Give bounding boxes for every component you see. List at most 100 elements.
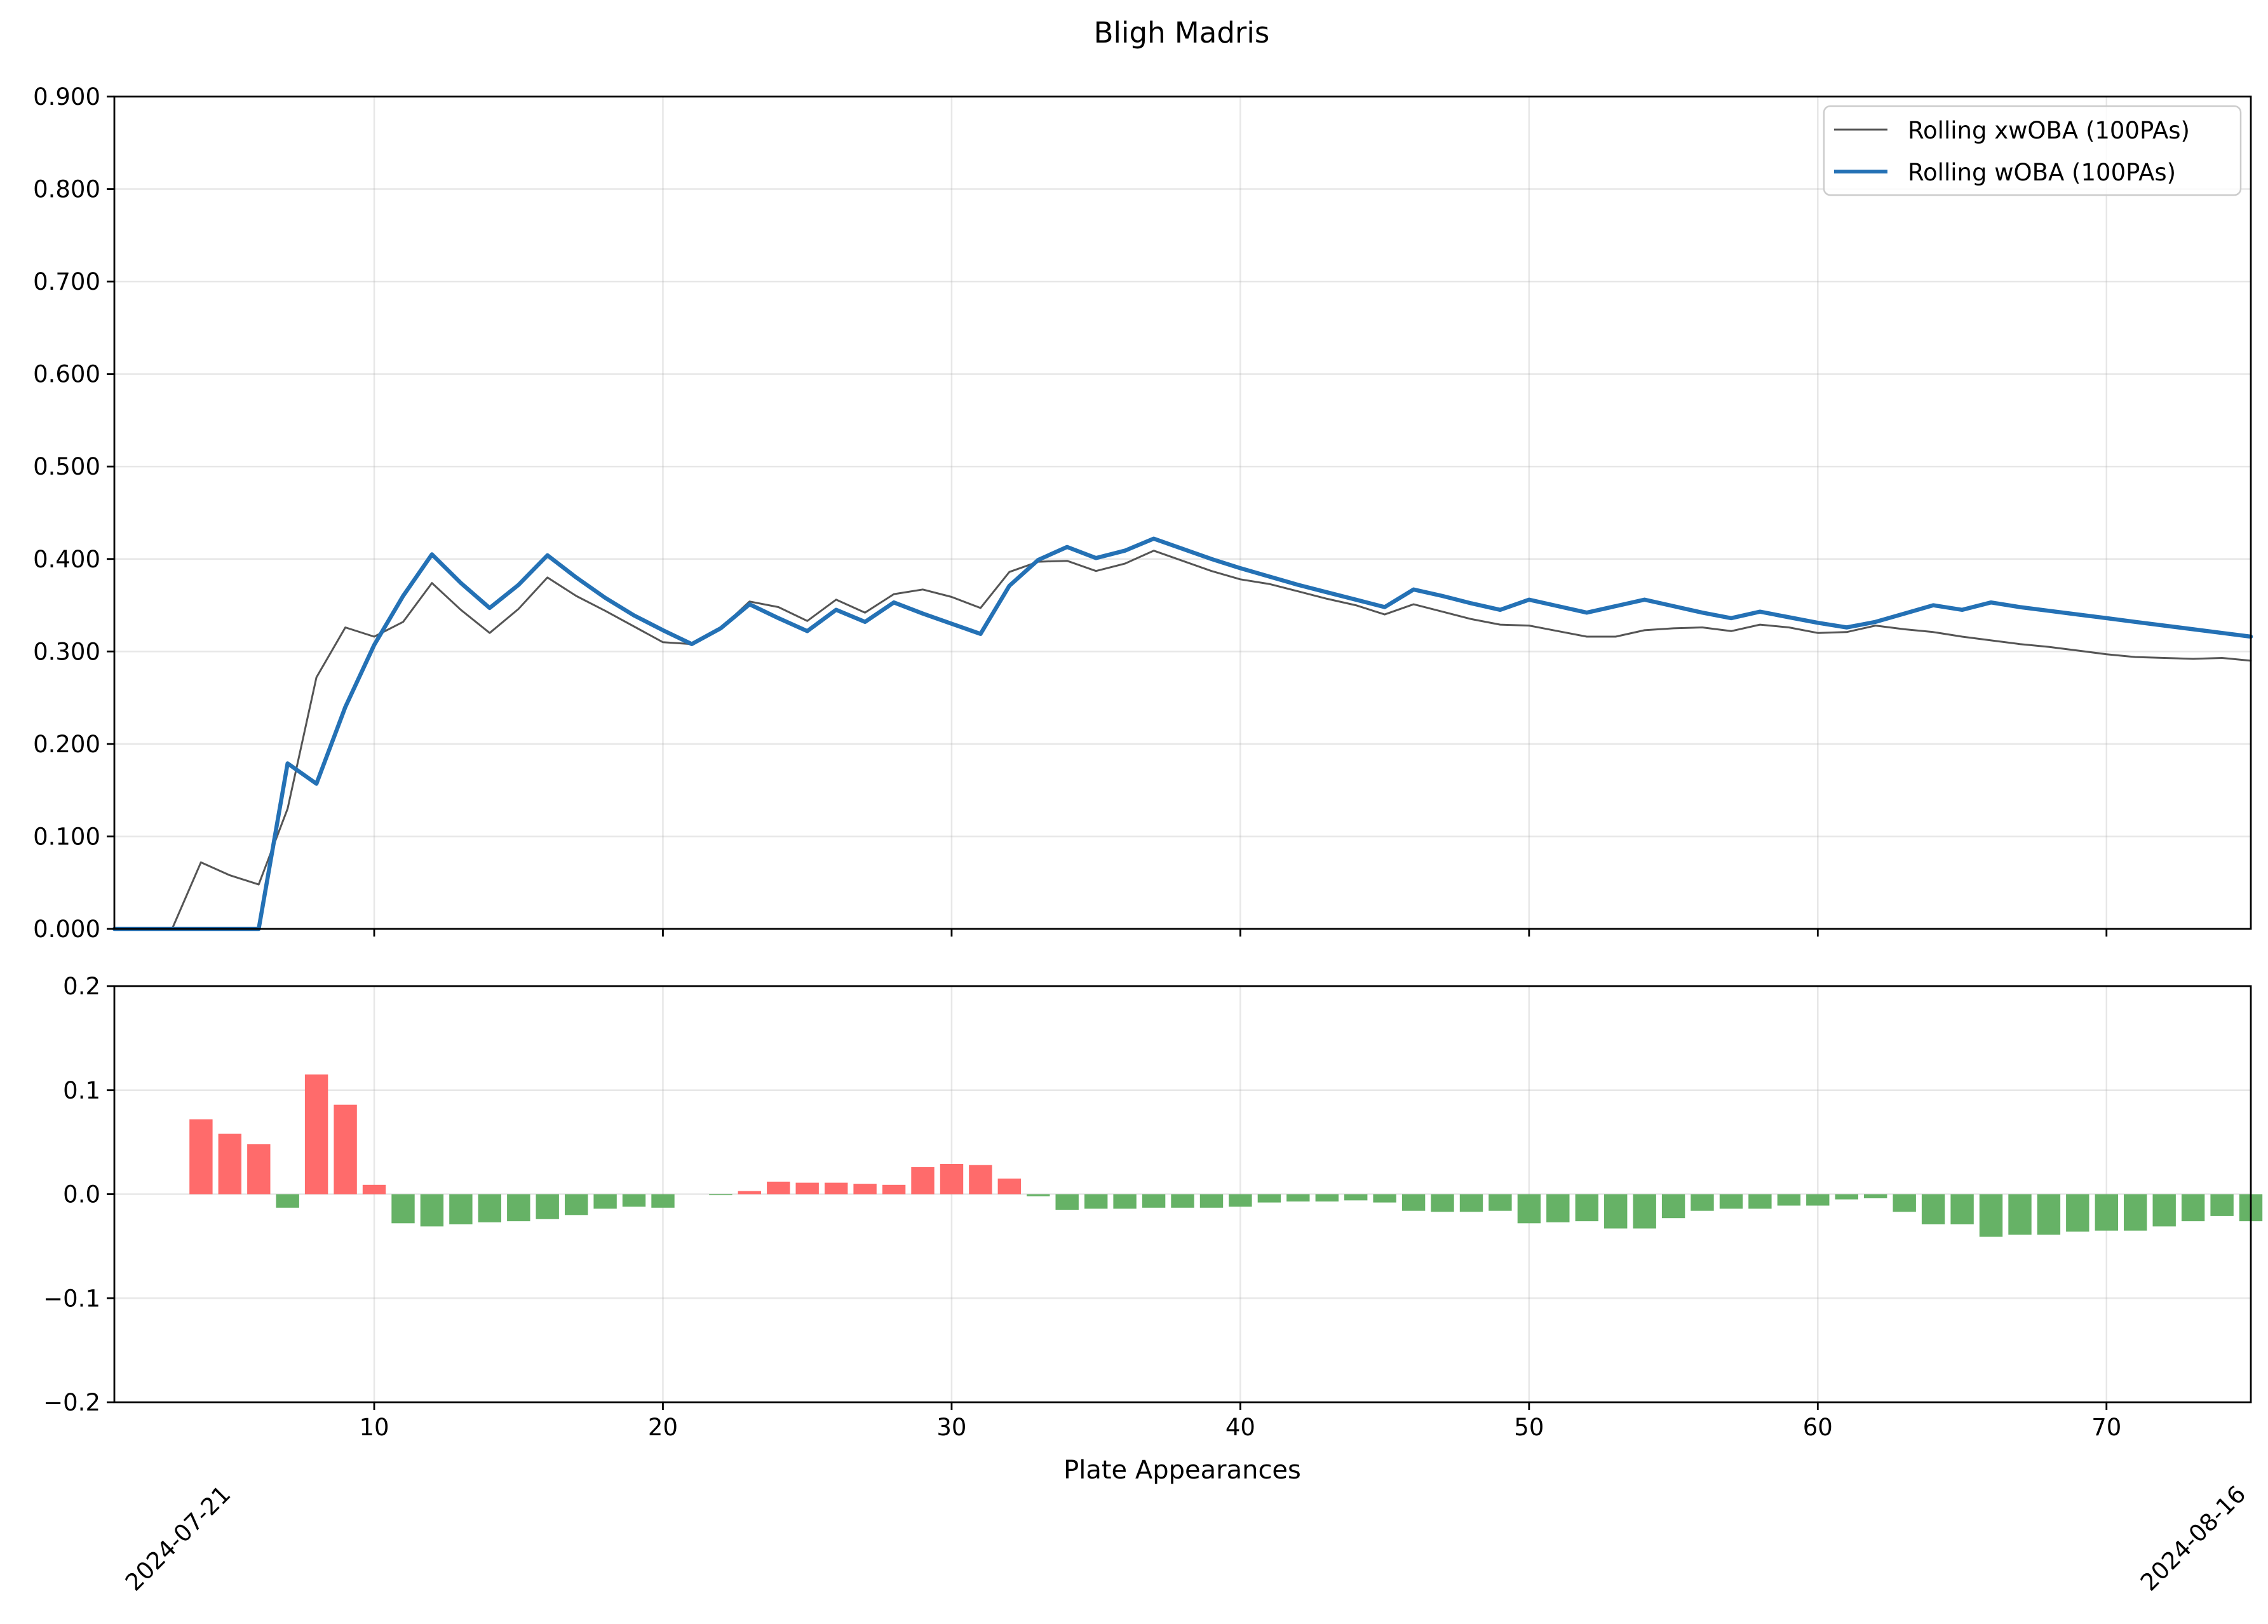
- bottom-y-tick-label: 0.0: [63, 1181, 100, 1208]
- difference-bar: [1459, 1194, 1483, 1212]
- difference-bar: [304, 1074, 328, 1194]
- top-series-group: [112, 536, 2253, 931]
- difference-bar: [2210, 1194, 2234, 1216]
- difference-bar: [2152, 1194, 2176, 1227]
- top-y-tick-label: 0.400: [33, 546, 100, 573]
- difference-bar: [1806, 1194, 1830, 1206]
- difference-bar: [2181, 1194, 2205, 1222]
- x-axis-label: Plate Appearances: [1063, 1456, 1301, 1485]
- top-panel: 0.000 0.100 0.200 0.300 0.400 0.500 0.600 0.700…: [33, 83, 2253, 943]
- difference-bar: [709, 1194, 732, 1196]
- difference-bar: [767, 1181, 790, 1194]
- difference-bar: [2008, 1194, 2032, 1235]
- difference-bar: [593, 1194, 617, 1209]
- difference-bar: [1691, 1194, 1714, 1211]
- legend-label-woba: Rolling wOBA (100PAs): [1908, 159, 2176, 186]
- difference-bar: [218, 1133, 241, 1194]
- top-y-tick-label: 0.600: [33, 361, 100, 388]
- difference-bar: [507, 1194, 530, 1222]
- bottom-y-tick-label: 0.2: [63, 973, 100, 1000]
- difference-bar: [795, 1182, 819, 1194]
- difference-bar: [622, 1194, 646, 1207]
- difference-bar: [189, 1119, 213, 1194]
- difference-bar: [1864, 1194, 1887, 1198]
- difference-bar: [1604, 1194, 1628, 1229]
- difference-bar: [1055, 1194, 1079, 1210]
- difference-bar: [1661, 1194, 1685, 1219]
- difference-bar: [1546, 1194, 1570, 1222]
- difference-bar: [1229, 1194, 1252, 1207]
- difference-bar: [2037, 1194, 2061, 1235]
- bottom-x-axis: 10 20 30 40 50 60 70: [359, 1402, 2121, 1441]
- top-y-tick-label: 0.700: [33, 268, 100, 295]
- difference-bar: [362, 1184, 386, 1194]
- top-y-axis: 0.000 0.100 0.200 0.300 0.400 0.500 0.600 0.700…: [33, 83, 114, 943]
- difference-bar: [1633, 1194, 1656, 1229]
- difference-bar: [1113, 1194, 1137, 1209]
- x-tick-label: 50: [1514, 1414, 1544, 1441]
- difference-bar: [1199, 1194, 1224, 1208]
- difference-bar: [825, 1182, 848, 1194]
- difference-bar: [1171, 1194, 1194, 1208]
- difference-bar: [1835, 1194, 1858, 1200]
- top-axes-frame: [113, 95, 2252, 930]
- difference-bar: [1084, 1194, 1108, 1209]
- difference-bar: [2095, 1194, 2118, 1231]
- x-tick-label: 10: [359, 1414, 389, 1441]
- top-y-tick-label: 0.900: [33, 83, 100, 111]
- top-y-tick-label: 0.100: [33, 823, 100, 850]
- top-y-tick-label: 0.500: [33, 453, 100, 480]
- difference-bar: [1777, 1194, 1801, 1206]
- difference-bar: [276, 1194, 299, 1208]
- top-y-tick-label: 0.000: [33, 916, 100, 943]
- x-tick-label: 30: [936, 1414, 966, 1441]
- x-tick-label: 40: [1225, 1414, 1255, 1441]
- difference-bar: [911, 1167, 935, 1194]
- difference-bar: [738, 1191, 761, 1194]
- difference-bar: [2066, 1194, 2089, 1232]
- difference-bar: [420, 1194, 444, 1227]
- difference-bar: [449, 1194, 473, 1224]
- difference-bar: [651, 1194, 675, 1208]
- top-y-tick-label: 0.800: [33, 176, 100, 203]
- difference-bar: [247, 1144, 271, 1194]
- difference-bar: [1142, 1194, 1166, 1208]
- difference-bar: [997, 1178, 1021, 1194]
- difference-bar: [1315, 1194, 1339, 1201]
- difference-bar: [1979, 1194, 2003, 1237]
- x-tick-label: 60: [1803, 1414, 1833, 1441]
- bottom-y-tick-label: −0.1: [43, 1285, 100, 1312]
- x-tick-label: 20: [648, 1414, 678, 1441]
- series-line-xwoba: [113, 550, 2252, 930]
- difference-bar: [1344, 1194, 1368, 1201]
- top-y-tick-label: 0.300: [33, 638, 100, 665]
- difference-bar: [1286, 1194, 1310, 1201]
- top-x-axis-ticks: [373, 929, 2108, 937]
- difference-bar: [2124, 1194, 2147, 1231]
- difference-bar: [334, 1104, 357, 1194]
- bottom-bars: [189, 1074, 2263, 1237]
- difference-bar: [1748, 1194, 1772, 1209]
- difference-bar: [478, 1194, 501, 1222]
- difference-bar: [1921, 1194, 1945, 1224]
- difference-bar: [391, 1194, 415, 1224]
- difference-bar: [1575, 1194, 1598, 1222]
- difference-bar: [969, 1165, 992, 1194]
- difference-bar: [940, 1164, 964, 1194]
- chart-title: Bligh Madris: [1094, 16, 1270, 50]
- difference-bar: [1488, 1194, 1512, 1211]
- difference-bar: [853, 1184, 877, 1194]
- difference-bar: [1431, 1194, 1454, 1212]
- x-tick-label: 70: [2091, 1414, 2121, 1441]
- bottom-y-tick-label: −0.2: [43, 1389, 100, 1416]
- bottom-y-axis: −0.2 −0.1 0.0 0.1 0.2: [43, 973, 114, 1416]
- difference-bar: [1373, 1194, 1396, 1203]
- difference-bar: [882, 1184, 906, 1194]
- bottom-y-tick-label: 0.1: [63, 1077, 100, 1104]
- difference-bar: [1401, 1194, 1426, 1211]
- series-line-woba: [112, 536, 2253, 931]
- difference-bar: [1517, 1194, 1541, 1224]
- difference-bar: [536, 1194, 559, 1219]
- legend: Rolling xwOBA (100PAs) Rolling wOBA (100…: [1823, 105, 2242, 196]
